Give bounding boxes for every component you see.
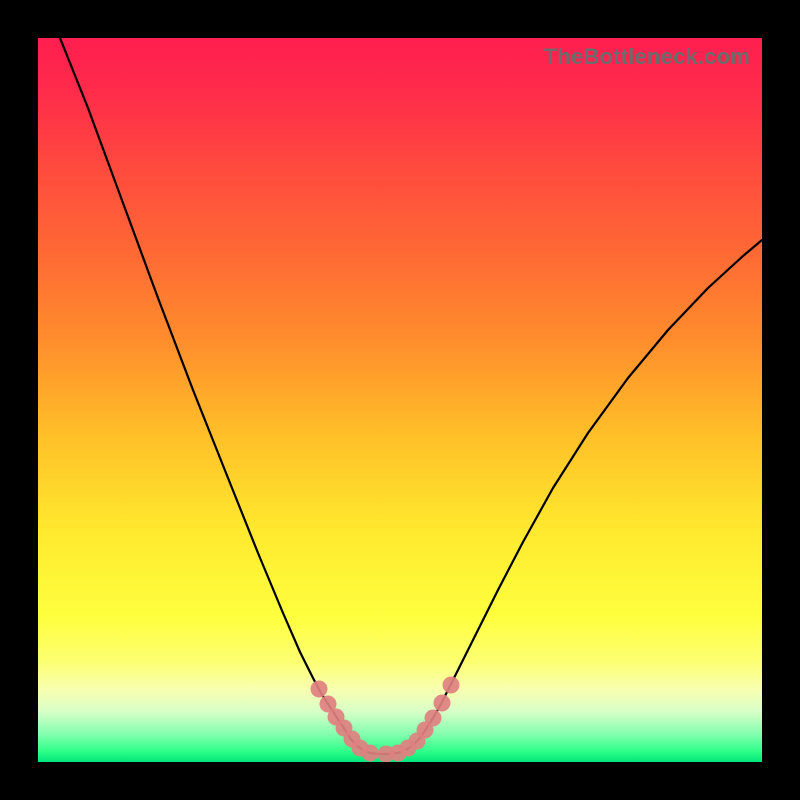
watermark-text: TheBottleneck.com xyxy=(544,44,750,70)
plot-area: TheBottleneck.com xyxy=(38,38,762,762)
curve-marker xyxy=(425,710,442,727)
bottleneck-curve xyxy=(38,38,762,762)
curve-marker xyxy=(434,695,451,712)
chart-frame: TheBottleneck.com xyxy=(0,0,800,800)
curve-marker xyxy=(311,681,328,698)
curve-marker xyxy=(443,677,460,694)
curve-marker xyxy=(362,745,379,762)
